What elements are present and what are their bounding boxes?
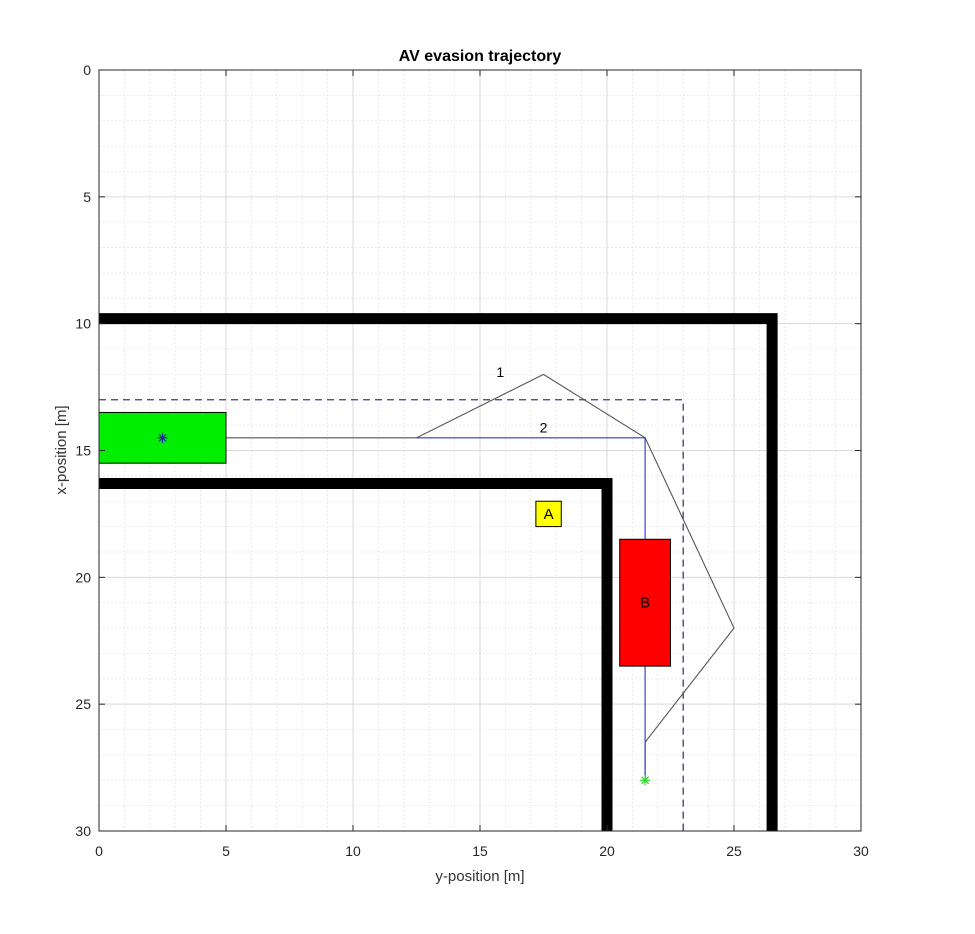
marker-stroke <box>641 776 650 785</box>
marker-point <box>640 775 651 786</box>
wall <box>99 477 613 831</box>
x-tick-label: 15 <box>472 843 488 859</box>
y-axis-label: x-position [m] <box>53 405 70 494</box>
x-axis-label: y-position [m] <box>435 868 524 885</box>
lane-boundary <box>99 399 684 831</box>
x-tick-label: 30 <box>853 843 869 859</box>
y-tick-label: 30 <box>75 823 91 839</box>
x-tick-label: 25 <box>726 843 742 859</box>
x-tick-label: 5 <box>222 843 230 859</box>
marker-stroke <box>158 433 167 442</box>
vehicle-label: B <box>640 595 650 612</box>
y-tick-label: 15 <box>75 443 91 459</box>
plot-area: 1 2 B A <box>98 313 778 831</box>
y-tick-label: 5 <box>83 189 91 205</box>
marker-point <box>157 432 168 443</box>
wall <box>99 313 778 831</box>
x-tick-label: 20 <box>599 843 615 859</box>
trajectory-label: 2 <box>540 420 548 436</box>
y-tick-label: 10 <box>75 316 91 332</box>
region-label-box <box>535 500 562 528</box>
region-label: A <box>544 506 554 523</box>
y-tick-label: 0 <box>83 62 91 78</box>
y-tick-label: 20 <box>75 569 91 585</box>
vehicle <box>619 538 672 667</box>
x-tick-label: 0 <box>95 843 103 859</box>
y-tick-label: 25 <box>75 696 91 712</box>
x-tick-label: 10 <box>345 843 361 859</box>
chart-title: AV evasion trajectory <box>399 48 562 65</box>
trajectory-label: 1 <box>496 364 504 380</box>
